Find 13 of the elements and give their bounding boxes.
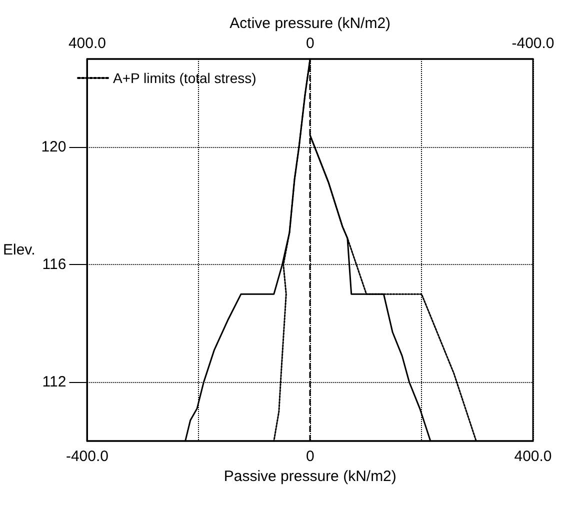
x2-tick-label: 400.0: [68, 35, 106, 52]
x-axis-title: Passive pressure (kN/m2): [224, 468, 396, 485]
y-tick-label: 120: [41, 138, 66, 156]
y-tick-label: 116: [42, 256, 66, 274]
x2-axis-title: Active pressure (kN/m2): [230, 15, 391, 32]
y-tick-label: 112: [42, 374, 66, 391]
x-tick-label: -400.0: [66, 448, 109, 465]
x-tick-label: 0: [306, 448, 314, 465]
legend-label: A+P limits (total stress): [113, 70, 256, 86]
x-tick-label: 400.0: [514, 448, 552, 465]
y-axis-title: Elev.: [3, 242, 36, 258]
x2-tick-label: 0: [306, 35, 314, 52]
x2-tick-label: -400.0: [512, 35, 554, 52]
